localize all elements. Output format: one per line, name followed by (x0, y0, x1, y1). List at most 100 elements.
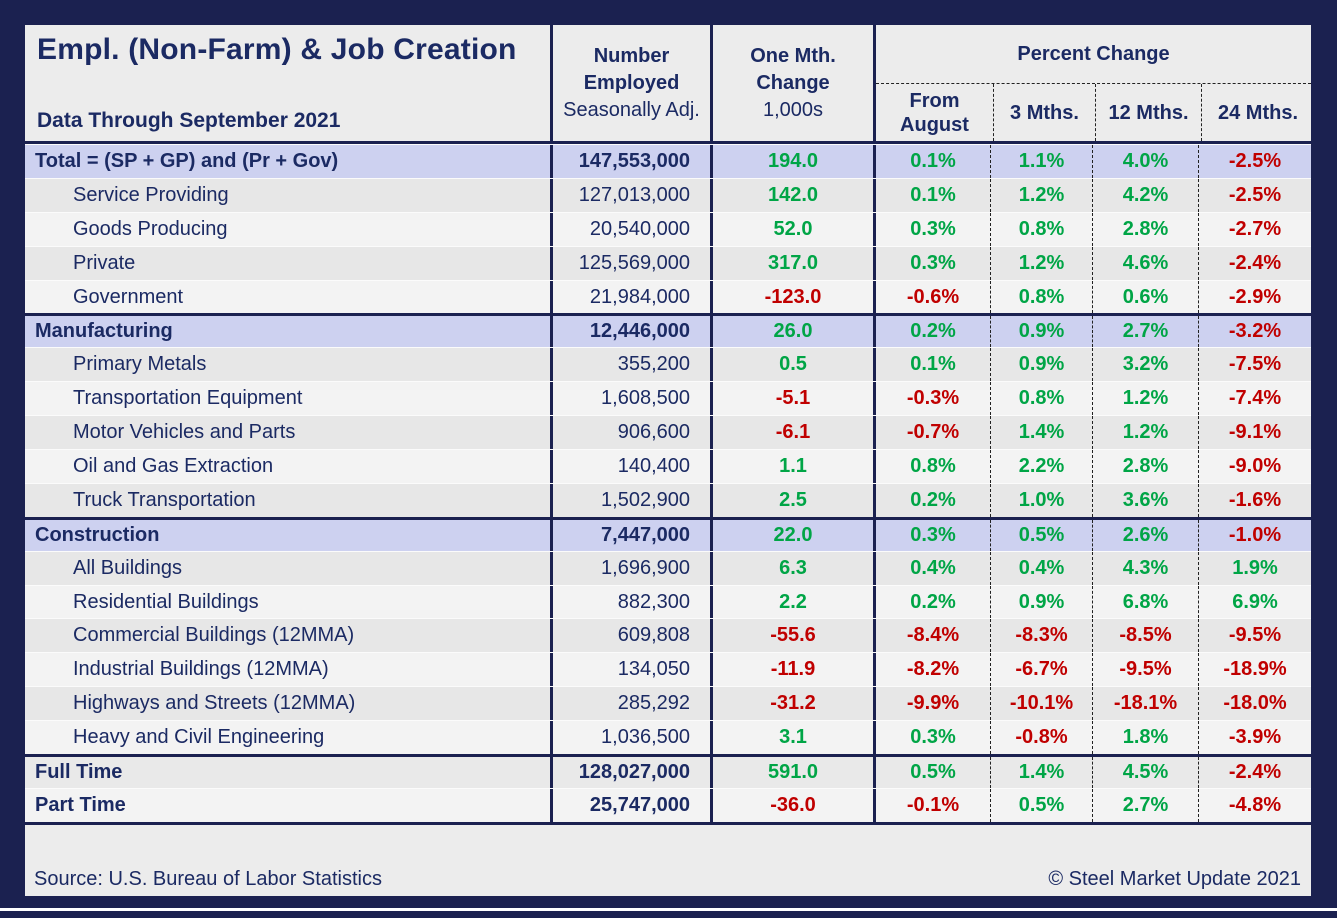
pct-3-months-value: 0.8% (990, 280, 1092, 314)
pct-from-august-value: 0.3% (873, 212, 990, 246)
pct-from-august-value: -0.1% (873, 788, 990, 822)
pct-3-months-value: 0.5% (990, 519, 1092, 551)
one-month-change-value: 2.2 (710, 585, 873, 619)
pct-from-august-value: 0.3% (873, 519, 990, 551)
one-month-change-value: -55.6 (710, 619, 873, 653)
employed-header-line3: Seasonally Adj. (563, 98, 700, 121)
table-row: Part Time 25,747,000 -36.0 -0.1% 0.5% 2.… (25, 787, 1311, 822)
pct-24-months-value: -2.5% (1198, 145, 1311, 178)
pct-12-months-value: 3.6% (1092, 483, 1198, 517)
one-month-change-value: -5.1 (710, 382, 873, 416)
one-month-change-value: -6.1 (710, 416, 873, 450)
pct-from-august-value: 0.4% (873, 551, 990, 585)
employed-value: 355,200 (550, 348, 710, 382)
column-header-number-employed: Number Employed Seasonally Adj. (550, 25, 710, 141)
table-header: Empl. (Non-Farm) & Job Creation Data Thr… (25, 25, 1311, 141)
table-row: Heavy and Civil Engineering 1,036,500 3.… (25, 720, 1311, 755)
table-row: Primary Metals 355,200 0.5 0.1% 0.9% 3.2… (25, 347, 1311, 382)
pct-from-august-value: -8.2% (873, 653, 990, 687)
change-header-line3: 1,000s (762, 98, 824, 121)
pct-24-months-value: -9.5% (1198, 619, 1311, 653)
row-label: Residential Buildings (73, 590, 259, 613)
pct-3-months-value: 1.1% (990, 145, 1092, 178)
employed-value: 127,013,000 (550, 178, 710, 212)
pct-3-months-value: 1.4% (990, 416, 1092, 450)
row-label: Heavy and Civil Engineering (73, 726, 325, 749)
pct-24-months-value: -18.0% (1198, 687, 1311, 721)
one-month-change-value: 1.1 (710, 450, 873, 483)
pct-from-august-value: 0.1% (873, 145, 990, 178)
one-month-change-value: -11.9 (710, 653, 873, 687)
pct-24-months-value: -9.1% (1198, 416, 1311, 450)
change-header-line1: One Mth. (750, 44, 836, 67)
pct-12-months-value: 4.2% (1092, 178, 1198, 212)
row-label: Truck Transportation (73, 488, 256, 511)
row-label: Oil and Gas Extraction (73, 454, 274, 477)
one-month-change-value: 142.0 (710, 178, 873, 212)
pct-from-august-value: 0.5% (873, 757, 990, 788)
table-row: Full Time 128,027,000 591.0 0.5% 1.4% 4.… (25, 754, 1311, 788)
pct-from-august-value: -8.4% (873, 619, 990, 653)
column-header-12-months: 12 Mths. (1095, 84, 1201, 141)
pct-from-august-value: 0.2% (873, 585, 990, 619)
pct-12-months-value: 2.7% (1092, 788, 1198, 822)
one-month-change-value: 6.3 (710, 551, 873, 585)
pct-24-months-value: -7.5% (1198, 348, 1311, 382)
pct-3-months-value: -10.1% (990, 687, 1092, 721)
pct-24-months-value: -3.9% (1198, 721, 1311, 755)
row-label: Motor Vehicles and Parts (73, 421, 296, 444)
one-month-change-value: 317.0 (710, 246, 873, 280)
employed-value: 140,400 (550, 450, 710, 483)
pct-3-months-value: 0.5% (990, 788, 1092, 822)
one-month-change-value: -31.2 (710, 687, 873, 721)
row-label: Construction (35, 523, 160, 546)
employed-value: 125,569,000 (550, 246, 710, 280)
pct-3-months-value: 2.2% (990, 450, 1092, 483)
pct-12-months-value: 1.2% (1092, 416, 1198, 450)
row-label: Part Time (35, 793, 126, 816)
one-month-change-value: 0.5 (710, 348, 873, 382)
row-label: Total = (SP + GP) and (Pr + Gov) (35, 149, 339, 172)
pct-from-august-value: -0.7% (873, 416, 990, 450)
row-label: Highways and Streets (12MMA) (73, 692, 356, 715)
table-row: Truck Transportation 1,502,900 2.5 0.2% … (25, 482, 1311, 517)
pct-24-months-value: -3.2% (1198, 316, 1311, 348)
table-row: Private 125,569,000 317.0 0.3% 1.2% 4.6%… (25, 245, 1311, 280)
one-month-change-value: 22.0 (710, 519, 873, 551)
pct-3-months-value: -8.3% (990, 619, 1092, 653)
column-header-24-months: 24 Mths. (1201, 84, 1314, 141)
column-header-percent-change-group: Percent Change From August 3 Mths. 12 Mt… (873, 25, 1311, 141)
employed-value: 1,036,500 (550, 721, 710, 755)
one-month-change-value: 591.0 (710, 757, 873, 788)
pct-from-august-value: 0.2% (873, 316, 990, 348)
pct-3-months-value: 1.4% (990, 757, 1092, 788)
pct-3-months-value: 0.8% (990, 212, 1092, 246)
pct-24-months-value: -7.4% (1198, 382, 1311, 416)
table-body: Total = (SP + GP) and (Pr + Gov) 147,553… (25, 141, 1311, 822)
employed-value: 12,446,000 (550, 316, 710, 348)
pct-3-months-value: -0.8% (990, 721, 1092, 755)
employed-value: 1,502,900 (550, 483, 710, 517)
employed-value: 128,027,000 (550, 757, 710, 788)
pct-3-months-value: 1.2% (990, 178, 1092, 212)
pct-3-months-value: 0.8% (990, 382, 1092, 416)
table-title: Empl. (Non-Farm) & Job Creation (37, 33, 517, 66)
table-subtitle: Data Through September 2021 (37, 109, 341, 132)
one-month-change-value: 26.0 (710, 316, 873, 348)
table-footer: Source: U.S. Bureau of Labor Statistics … (25, 821, 1311, 896)
column-header-from-august: From August (900, 89, 969, 136)
pct-12-months-value: 4.6% (1092, 246, 1198, 280)
pct-from-august-value: 0.1% (873, 348, 990, 382)
pct-12-months-value: 1.8% (1092, 721, 1198, 755)
pct-12-months-value: 4.0% (1092, 145, 1198, 178)
row-label: Full Time (35, 760, 123, 783)
employment-table: Empl. (Non-Farm) & Job Creation Data Thr… (25, 25, 1311, 896)
pct-24-months-value: -9.0% (1198, 450, 1311, 483)
percent-change-header: Percent Change (876, 25, 1311, 84)
employed-value: 134,050 (550, 653, 710, 687)
table-row: Goods Producing 20,540,000 52.0 0.3% 0.8… (25, 211, 1311, 246)
row-label: Service Providing (73, 183, 229, 206)
table-row: Industrial Buildings (12MMA) 134,050 -11… (25, 652, 1311, 687)
table-row: All Buildings 1,696,900 6.3 0.4% 0.4% 4.… (25, 550, 1311, 585)
one-month-change-value: 2.5 (710, 483, 873, 517)
